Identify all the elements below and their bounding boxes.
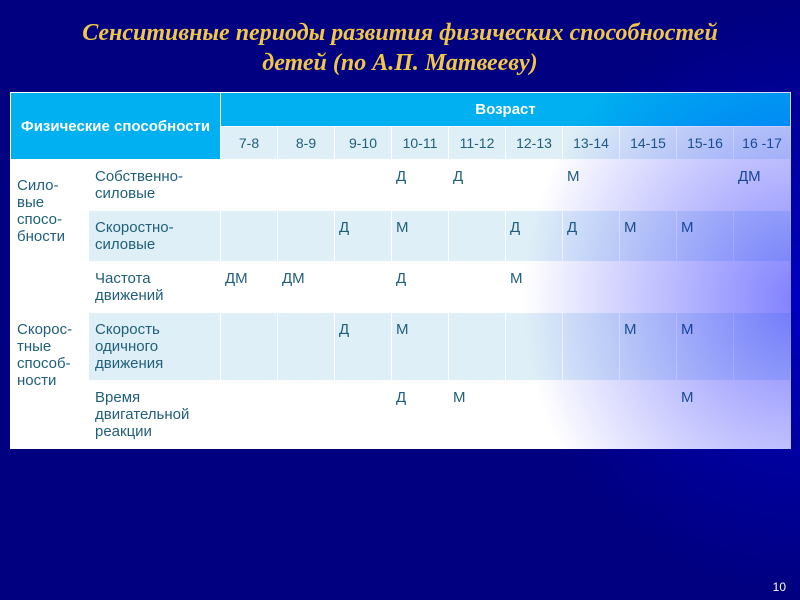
age-col: 9-10 [335,127,392,160]
age-col: 12-13 [506,127,563,160]
data-cell [677,160,734,211]
subcategory-cell: Собственно-силовые [89,160,221,211]
header-abilities: Физические способности [11,93,221,160]
data-cell: М [620,211,677,262]
data-cell [563,313,620,381]
subcategory-cell: Скорость одичного движения [89,313,221,381]
data-cell: Д [335,211,392,262]
data-cell: М [392,211,449,262]
data-cell [734,211,791,262]
data-cell [734,313,791,381]
data-cell: Д [335,313,392,381]
slide-number: 10 [773,580,786,594]
age-col: 13-14 [563,127,620,160]
data-cell: М [677,381,734,449]
data-cell [221,160,278,211]
header-age: Возраст [221,93,791,127]
data-cell [563,262,620,313]
data-cell: М [392,313,449,381]
data-cell [620,381,677,449]
data-cell [506,160,563,211]
table-header-row-1: Физические способности Возраст [11,93,791,127]
age-col: 11-12 [449,127,506,160]
data-cell [506,381,563,449]
table-row: Скорость одичного движения Д М М М [11,313,791,381]
data-cell: М [506,262,563,313]
sensitive-periods-table: Физические способности Возраст 7-8 8-9 9… [10,92,791,449]
data-cell: ДМ [221,262,278,313]
data-cell [278,160,335,211]
data-cell [335,262,392,313]
data-cell [221,211,278,262]
data-cell [449,262,506,313]
data-cell: Д [392,381,449,449]
data-cell: Д [449,160,506,211]
data-cell: ДМ [278,262,335,313]
data-cell [278,313,335,381]
table-row: Сило-вые спосо-бности Собственно-силовые… [11,160,791,211]
data-cell: М [563,160,620,211]
data-cell [278,211,335,262]
category-cell: Скорос-тные способ-ности [11,262,89,449]
table-row: Скорос-тные способ-ности Частота движени… [11,262,791,313]
age-col: 14-15 [620,127,677,160]
data-cell: М [677,211,734,262]
table-container: Физические способности Возраст 7-8 8-9 9… [0,92,800,449]
data-cell: Д [392,262,449,313]
data-cell: М [620,313,677,381]
age-col: 15-16 [677,127,734,160]
data-cell [734,262,791,313]
page-title: Сенситивные периоды развития физических … [0,0,800,92]
age-col: 16 -17 [734,127,791,160]
data-cell: М [677,313,734,381]
data-cell [620,160,677,211]
data-cell [620,262,677,313]
age-col: 8-9 [278,127,335,160]
data-cell: Д [563,211,620,262]
data-cell [221,313,278,381]
data-cell [734,381,791,449]
data-cell: ДМ [734,160,791,211]
data-cell [221,381,278,449]
data-cell [677,262,734,313]
category-cell: Сило-вые спосо-бности [11,160,89,262]
data-cell [335,381,392,449]
data-cell [563,381,620,449]
age-col: 7-8 [221,127,278,160]
data-cell [278,381,335,449]
data-cell: Д [506,211,563,262]
data-cell: М [449,381,506,449]
subcategory-cell: Скоростно-силовые [89,211,221,262]
subcategory-cell: Частота движений [89,262,221,313]
subcategory-cell: Время двигательной реакции [89,381,221,449]
table-row: Скоростно-силовые Д М Д Д М М [11,211,791,262]
table-row: Время двигательной реакции Д М М [11,381,791,449]
data-cell: Д [392,160,449,211]
data-cell [335,160,392,211]
data-cell [449,211,506,262]
data-cell [449,313,506,381]
age-col: 10-11 [392,127,449,160]
data-cell [506,313,563,381]
